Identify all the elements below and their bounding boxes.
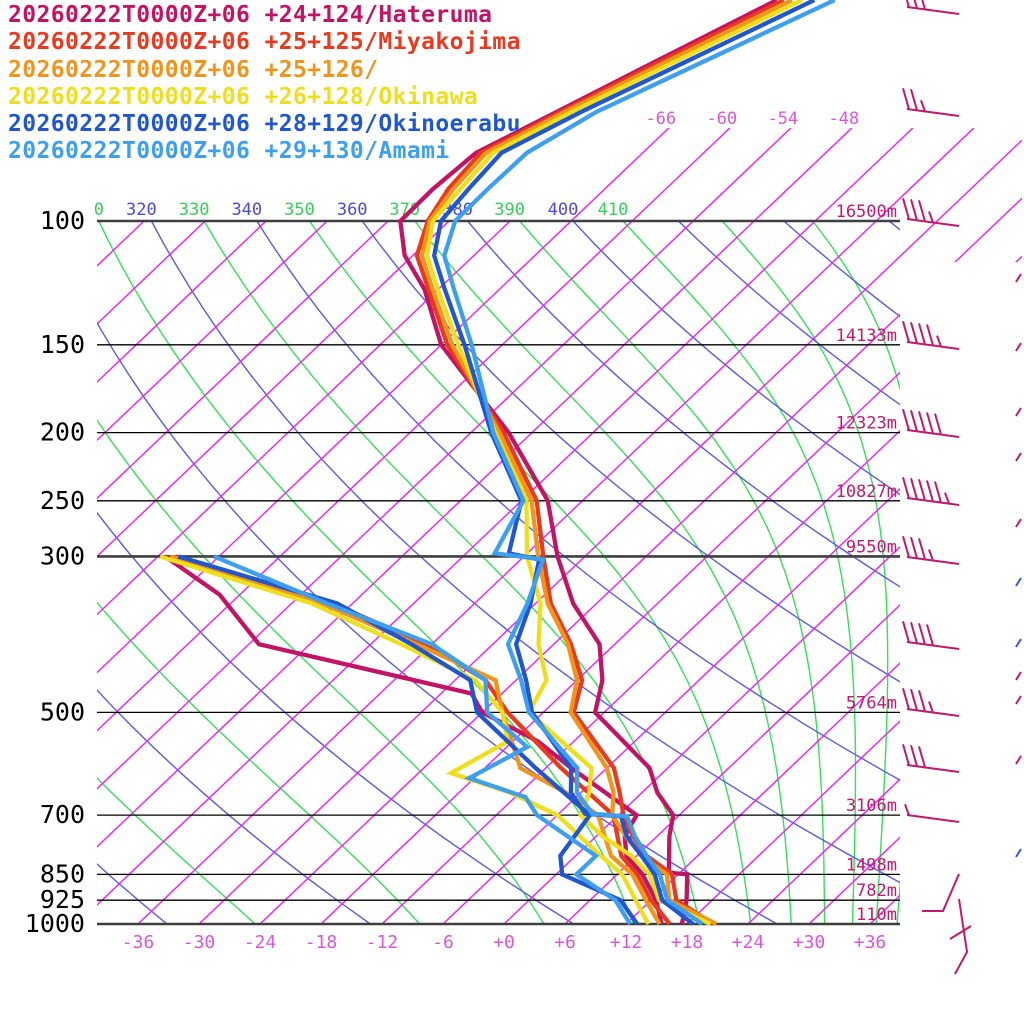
edge-wind-barb-tip: [1015, 671, 1022, 681]
isotherm-label-bottom-+12: +12: [610, 932, 643, 953]
height-label-12323m: 12323m: [836, 414, 897, 434]
isotherm-label-bottom--18: -18: [305, 932, 338, 953]
edge-wind-barb-tip: [1015, 695, 1022, 705]
isotherm-label-bottom--12: -12: [366, 932, 399, 953]
wind-barb-surface: [949, 898, 972, 975]
edge-wind-barb-tip: [1015, 452, 1022, 462]
isotherm-label-bottom-+0: +0: [493, 932, 515, 953]
moist-adiabat-label-390: 390: [494, 200, 525, 220]
pressure-levels: 100 16500m 150 14133m 200 12323m 250 10827m 300 9…: [25, 202, 900, 938]
moist-adiabat-label-350: 350: [284, 200, 315, 220]
wind-barb: [902, 409, 960, 438]
isotherm-label-top--66: -66: [645, 109, 676, 129]
dry-adiabat-label-340: 340: [231, 200, 262, 220]
height-label-10827m: 10827m: [836, 482, 897, 502]
height-label-782m: 782m: [856, 881, 897, 901]
pressure-label-250: 250: [40, 486, 85, 515]
adiabat-labels: 310 320 330 340 350 360 370 380 390 400 410: [73, 200, 629, 220]
legend-entry-5: 20260222T0000Z+06 +29+130/Amami: [8, 138, 450, 165]
pressure-label-700: 700: [40, 800, 85, 829]
wind-barb: [902, 688, 960, 717]
edge-wind-barb-tip: [1015, 577, 1022, 587]
edge-wind-barb-tip: [1015, 638, 1022, 648]
wind-barb-surface: [922, 873, 960, 912]
temperature-trace-0: [398, 0, 778, 925]
dry-adiabat-lines: [97, 221, 900, 924]
legend-entry-1: 20260222T0000Z+06 +25+125/Miyakojima: [8, 29, 521, 56]
dewpoint-trace-5: [213, 554, 632, 926]
isotherm-label-bottom--36: -36: [122, 932, 155, 953]
dry-adiabat-label-380: 380: [442, 200, 473, 220]
isotherm-labels: -36 -30 -24 -18 -12 -6 +0 +6 +12 +18 +24 +30 +36 -66 -…: [122, 109, 887, 953]
moist-adiabat-label-410: 410: [598, 200, 629, 220]
isotherm-label-top--60: -60: [706, 109, 737, 129]
moist-adiabat-label-370: 370: [389, 200, 420, 220]
dewpoint-trace-4: [177, 554, 639, 926]
legend: 20260222T0000Z+06 +24+124/Hateruma 202602…: [8, 2, 521, 166]
height-label-16500m: 16500m: [836, 202, 897, 222]
temperature-trace-5: [442, 0, 836, 926]
isotherm-label-bottom--6: -6: [432, 932, 454, 953]
moist-adiabat-lines: [97, 221, 900, 924]
dry-adiabat-label-400: 400: [548, 200, 579, 220]
isotherm-label-top--48: -48: [828, 109, 859, 129]
height-label-3106m: 3106m: [846, 796, 897, 816]
pressure-label-150: 150: [40, 330, 85, 359]
isotherm-lines: [97, 128, 1022, 924]
dry-adiabat-label-360: 360: [337, 200, 368, 220]
legend-entry-2: 20260222T0000Z+06 +25+126/: [8, 56, 379, 83]
isotherm-label-bottom--30: -30: [183, 932, 216, 953]
wind-barb: [902, 536, 960, 565]
wind-barb: [902, 477, 960, 506]
legend-entry-0: 20260222T0000Z+06 +24+124/Hateruma: [8, 2, 493, 28]
edge-wind-barb-tip: [1015, 848, 1022, 858]
wind-barb: [902, 621, 960, 650]
isotherm-label-bottom-+6: +6: [554, 932, 576, 953]
pressure-label-500: 500: [40, 697, 85, 726]
moist-adiabat-label-310: 310: [73, 200, 104, 220]
height-label-110m: 110m: [856, 905, 897, 925]
dry-adiabat-label-320: 320: [126, 200, 157, 220]
pressure-label-100: 100: [40, 206, 85, 235]
edge-wind-barb-tip: [1015, 273, 1022, 283]
pressure-label-925: 925: [40, 885, 85, 914]
edge-wind-barb-tip: [1015, 755, 1022, 765]
edge-wind-barb-tip: [1015, 518, 1022, 528]
isotherm-label-bottom-+30: +30: [793, 932, 826, 953]
sounding-traces: [159, 0, 836, 926]
wind-barb: [902, 88, 960, 117]
edge-wind-barb-tip: [1015, 407, 1022, 417]
pressure-label-1000: 1000: [25, 909, 85, 938]
dewpoint-trace-3: [159, 554, 651, 926]
isotherm-label-bottom-+36: +36: [854, 932, 887, 953]
isotherm-label-bottom--24: -24: [244, 932, 277, 953]
wind-barb: [905, 0, 960, 15]
edge-wind-barb-tip: [1015, 342, 1022, 352]
wind-barb: [902, 321, 960, 350]
moist-adiabat-label-330: 330: [179, 200, 210, 220]
isotherm-label-bottom-+18: +18: [671, 932, 704, 953]
height-label-5764m: 5764m: [846, 693, 897, 713]
isotherm-label-top--54: -54: [767, 109, 798, 129]
wind-barb: [902, 198, 960, 227]
height-label-14133m: 14133m: [836, 326, 897, 346]
legend-entry-4: 20260222T0000Z+06 +28+129/Okinoerabu: [8, 111, 521, 138]
pressure-label-850: 850: [40, 859, 85, 888]
wind-barb: [902, 744, 960, 773]
wind-barb-column: [902, 0, 1022, 975]
isotherm-label-bottom-+24: +24: [732, 932, 765, 953]
legend-entry-3: 20260222T0000Z+06 +26+128/Okinawa: [8, 83, 479, 110]
pressure-label-300: 300: [40, 541, 85, 570]
height-label-9550m: 9550m: [846, 537, 897, 557]
height-label-1498m: 1498m: [846, 855, 897, 875]
pressure-label-200: 200: [40, 418, 85, 447]
wind-barb: [904, 803, 960, 823]
